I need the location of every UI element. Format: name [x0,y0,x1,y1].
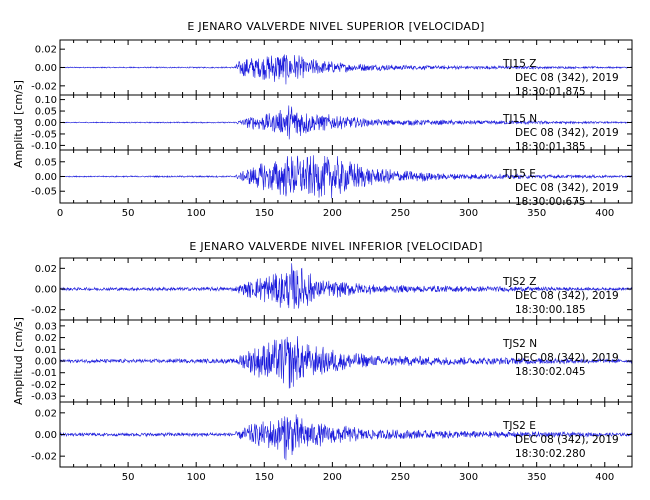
x-tick-label: 250 [391,472,410,483]
y-tick-label: 0.05 [35,157,57,168]
x-tick-label: 300 [459,208,478,219]
trace-panel-tj15-n: 0.100.050.00-0.05-0.10 TJ15 N DEC 08 (342)… [31,94,633,153]
x-tick-label: 200 [323,208,342,219]
x-tick-label: 300 [459,472,478,483]
y-tick-label: 0.00 [35,118,57,129]
y-tick-label: 0.02 [35,333,57,344]
seismic-trace-line [60,263,632,309]
record-date-label: DEC 08 (342), 2019 [515,182,619,194]
x-tick-label: 150 [255,208,274,219]
y-tick-label: -0.05 [31,187,57,198]
station-channel-label: TJS2 E [502,420,536,432]
y-tick-label: -0.02 [31,81,57,92]
x-tick-label: 50 [122,208,135,219]
station-channel-label: TJS2 N [502,338,537,350]
trace-panel-tjs2-e: 0.02 0.00 -0.02 TJS2 E DEC 08 (342), 2019 18:… [31,401,633,468]
seismic-trace-line [60,336,632,389]
y-tick-label: -0.03 [31,392,57,403]
y-tick-label: 0.02 [35,45,57,56]
record-time-label: 18:30:00.185 [515,304,586,316]
x-tick-label: 250 [391,208,410,219]
chart-title-inferior: E JENARO VALVERDE NIVEL INFERIOR [VELOCI… [189,240,482,253]
x-tick-label: 400 [595,208,614,219]
x-tick-label: 50 [122,472,135,483]
y-axis-label-superior: Amplitud [cm/s] [12,80,25,168]
station-channel-label: TJ15 E [502,168,536,180]
plot-area: 0.02 0.00 -0.02 TJ15 Z DEC 08 (342), 2019 18:… [31,39,633,483]
seismic-trace-line [60,105,632,140]
station-channel-label: TJ15 N [502,113,537,125]
record-date-label: DEC 08 (342), 2019 [515,72,619,84]
y-tick-label: -0.01 [31,368,57,379]
y-tick-label: 0.00 [35,285,57,296]
y-tick-label: 0.03 [35,321,57,332]
y-tick-label: -0.02 [31,452,57,463]
record-time-label: 18:30:00.675 [515,196,586,208]
x-tick-label: 350 [527,472,546,483]
y-tick-label: -0.10 [31,141,57,152]
record-time-label: 18:30:02.045 [515,366,586,378]
y-tick-label: 0.00 [35,430,57,441]
y-axis-label-inferior: Amplitud [cm/s] [12,317,25,405]
y-tick-label: 0.02 [35,408,57,419]
x-tick-label: 100 [187,472,206,483]
y-tick-label: 0.00 [35,357,57,368]
y-tick-label: 0.00 [35,172,57,183]
x-tick-label: 100 [187,208,206,219]
station-channel-label: TJ15 Z [502,58,536,70]
y-tick-label: -0.02 [31,380,57,391]
y-tick-label: -0.02 [31,305,57,316]
x-tick-label: 200 [323,472,342,483]
y-tick-label: 0.01 [35,345,57,356]
trace-panel-tjs2-n: 0.030.020.010.00-0.01-0.02-0.03 TJS2 N DEC… [31,319,633,403]
record-date-label: DEC 08 (342), 2019 [515,434,619,446]
seismic-trace-line [60,414,632,461]
record-time-label: 18:30:02.280 [515,448,586,460]
seismic-trace-line [60,54,632,85]
record-date-label: DEC 08 (342), 2019 [515,127,619,139]
y-tick-label: -0.05 [31,129,57,140]
seismic-trace-line [60,155,632,199]
y-tick-label: 0.00 [35,63,57,74]
chart-title-superior: E JENARO VALVERDE NIVEL SUPERIOR [VELOCI… [187,20,484,33]
x-tick-label: 350 [527,208,546,219]
station-channel-label: TJS2 Z [502,276,536,288]
y-tick-label: 0.02 [35,264,57,275]
x-tick-label: 0 [57,208,63,219]
record-date-label: DEC 08 (342), 2019 [515,290,619,302]
x-tick-label: 150 [255,472,274,483]
y-tick-label: 0.10 [35,95,57,106]
y-tick-label: 0.05 [35,107,57,118]
trace-panel-tjs2-z: 0.02 0.00 -0.02 TJS2 Z DEC 08 (342), 2019 18:… [31,257,633,321]
trace-panel-tj15-e: 0.05 0.00 -0.05 TJ15 E DEC 08 (342), 2019 18:… [31,149,633,208]
x-tick-label: 400 [595,472,614,483]
record-date-label: DEC 08 (342), 2019 [515,352,619,364]
